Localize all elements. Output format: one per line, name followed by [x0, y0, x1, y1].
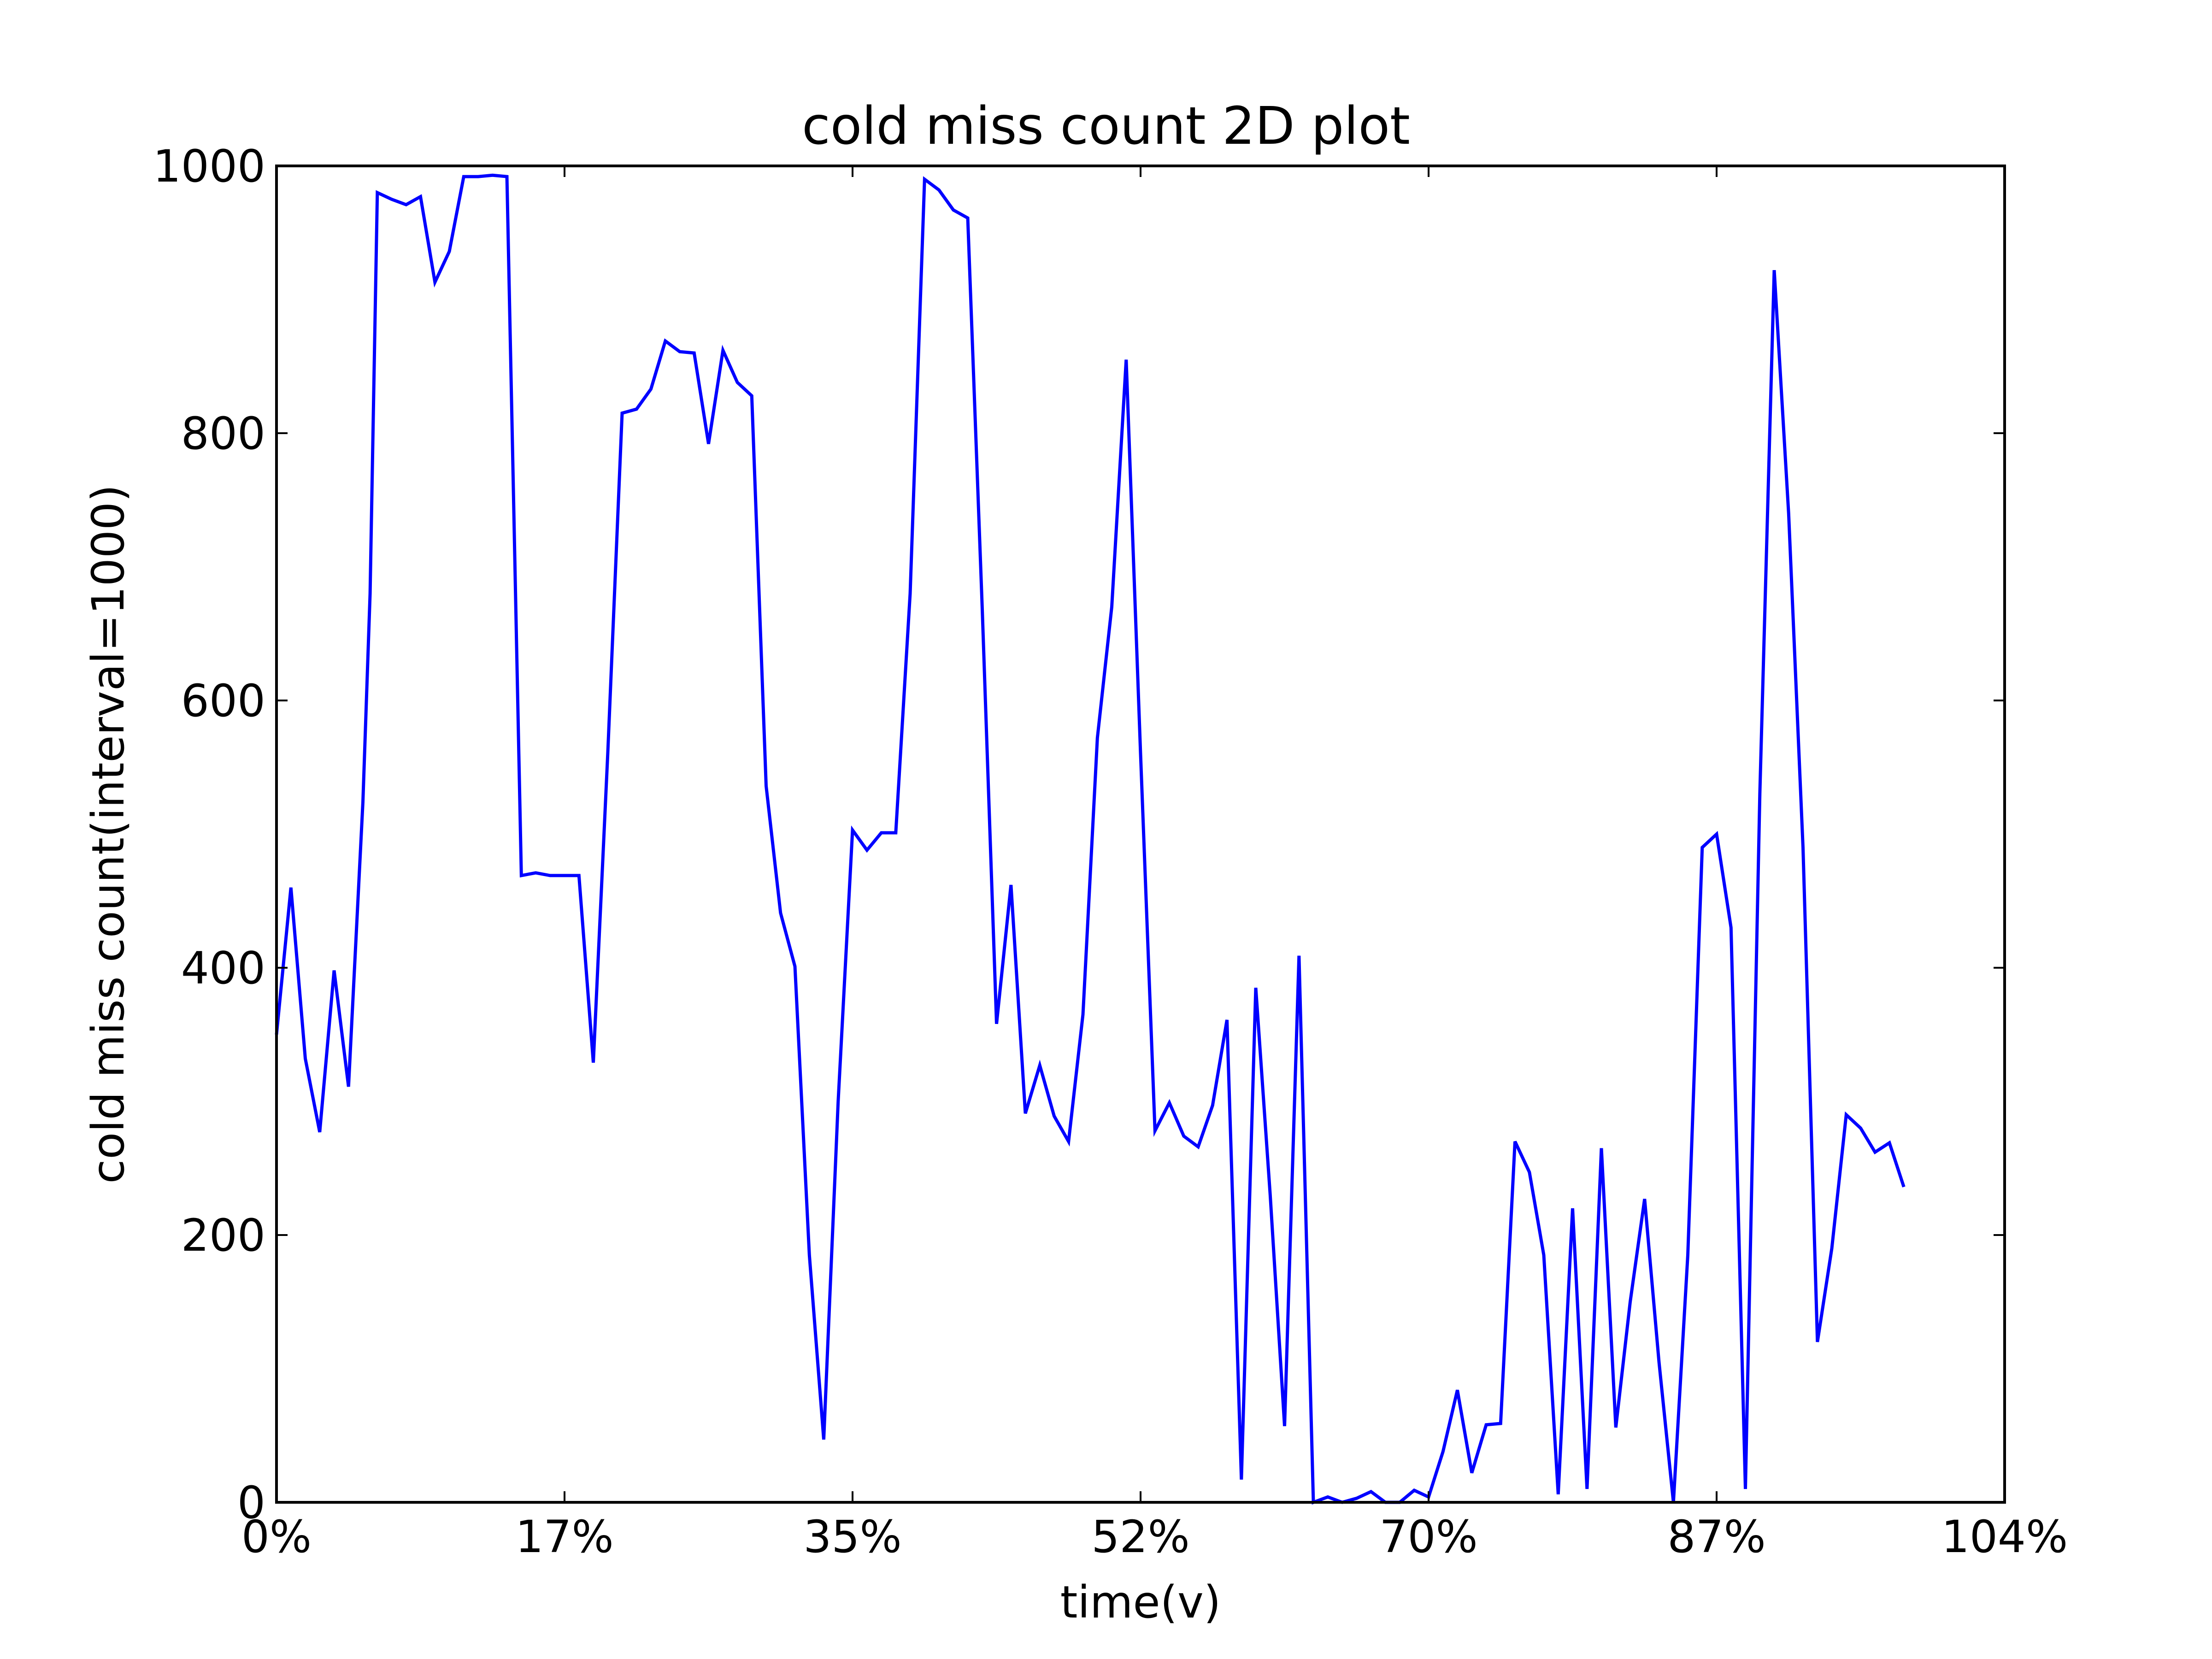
y-tick-label: 400: [181, 942, 265, 994]
x-axis-label: time(v): [1060, 1577, 1221, 1628]
y-axis-label: cold miss count(interval=1000): [82, 485, 134, 1184]
x-tick-label: 0%: [241, 1511, 312, 1563]
series-layer: [275, 173, 1906, 1505]
x-tick-label: 70%: [1379, 1511, 1477, 1563]
ticks-layer: 0% 17% 35% 52% 70% 87% 104% 0 200 400 600 800 1000: [153, 141, 2068, 1563]
x-tick-label: 35%: [803, 1511, 901, 1563]
x-tick-label: 17%: [515, 1511, 613, 1563]
plot-frame: [275, 165, 2006, 1504]
y-tick-label: 200: [181, 1210, 265, 1261]
y-tick-label: 600: [181, 675, 265, 727]
x-tick-label: 87%: [1667, 1511, 1765, 1563]
chart-title: cold miss count 2D plot: [802, 96, 1410, 156]
series-line: [275, 173, 1906, 1505]
plot-area: [276, 166, 2005, 1502]
x-tick-label: 52%: [1091, 1511, 1189, 1563]
plot-background: [276, 166, 2005, 1502]
x-tick-label: 104%: [1941, 1511, 2068, 1563]
y-tick-label: 1000: [153, 141, 265, 192]
y-tick-label: 800: [181, 408, 265, 459]
y-tick-label: 0: [237, 1477, 265, 1529]
